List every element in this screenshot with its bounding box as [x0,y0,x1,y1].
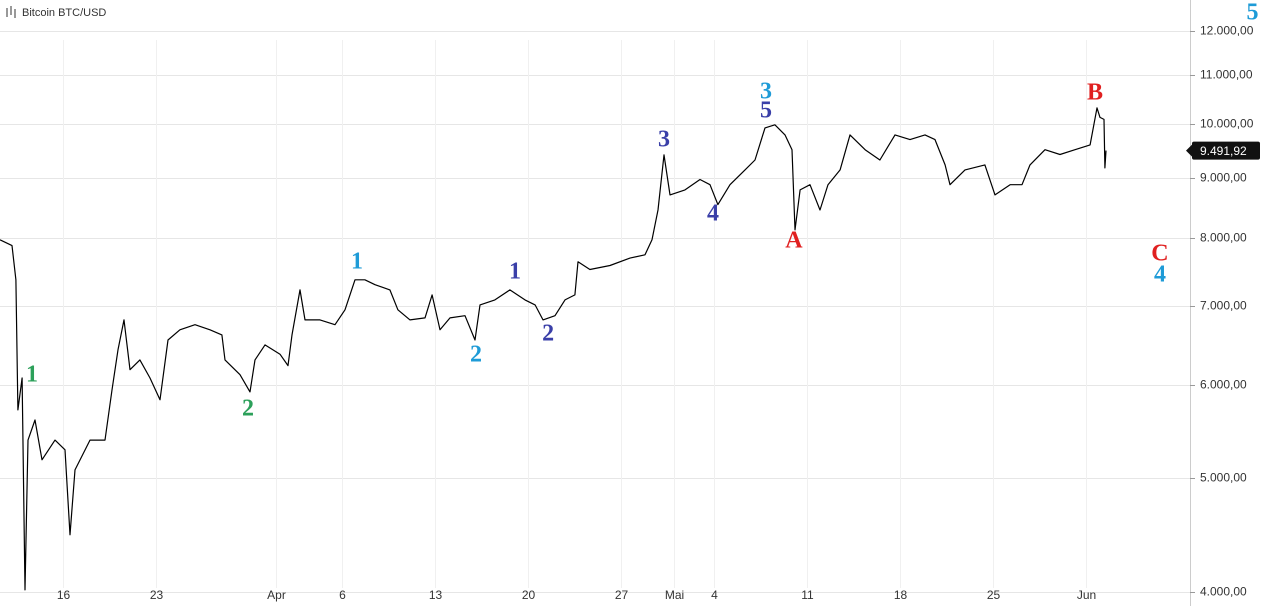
y-tick-label: 5.000,00 [1200,471,1247,485]
x-tick-label: 27 [615,588,629,602]
last-price-label: 9.491,92 [1200,144,1247,158]
y-tick-label: 12.000,00 [1200,24,1254,38]
y-tick-label: 11.000,00 [1200,68,1253,82]
wave-label: 3 [658,126,670,152]
chart-title: Bitcoin BTC/USD [22,7,106,19]
price-line [0,107,1107,591]
x-tick-label: 18 [894,588,908,602]
y-tick-label: 8.000,00 [1200,231,1247,245]
wave-label: 2 [242,395,254,421]
x-tick-label: Jun [1077,588,1096,602]
wave-label: 3 [760,78,772,104]
x-tick-label: 6 [339,588,346,602]
last-price-box [1192,141,1260,160]
x-tick-label: 25 [987,588,1001,602]
title-icon [6,6,16,18]
y-tick-label: 9.000,00 [1200,171,1247,185]
wave-label: 5 [760,97,772,123]
wave-label: C [1151,240,1168,266]
wave-label: 2 [542,320,554,346]
x-tick-label: 16 [57,588,71,602]
y-tick-label: 10.000,00 [1200,117,1254,131]
x-tick-label: Apr [267,588,286,602]
y-tick-label: 4.000,00 [1200,585,1247,599]
last-price-pointer [1186,144,1192,157]
wave-label: 1 [509,258,521,284]
x-tick-label: 4 [711,588,718,602]
wave-label: 4 [707,200,719,226]
wave-label: 1 [351,248,363,274]
wave-label: 1 [26,361,38,387]
x-tick-label: 13 [429,588,443,602]
x-tick-label: 23 [150,588,164,602]
x-tick-label: Mai [665,588,684,602]
x-tick-label: 11 [801,588,814,602]
wave-label: 5 [1246,0,1258,25]
wave-label: B [1087,79,1103,105]
wave-label: 2 [470,341,482,367]
wave-label: 4 [1154,261,1166,287]
y-tick-label: 7.000,00 [1200,299,1247,313]
wave-label: A [785,227,803,253]
y-tick-label: 6.000,00 [1200,378,1247,392]
x-tick-label: 20 [522,588,536,602]
